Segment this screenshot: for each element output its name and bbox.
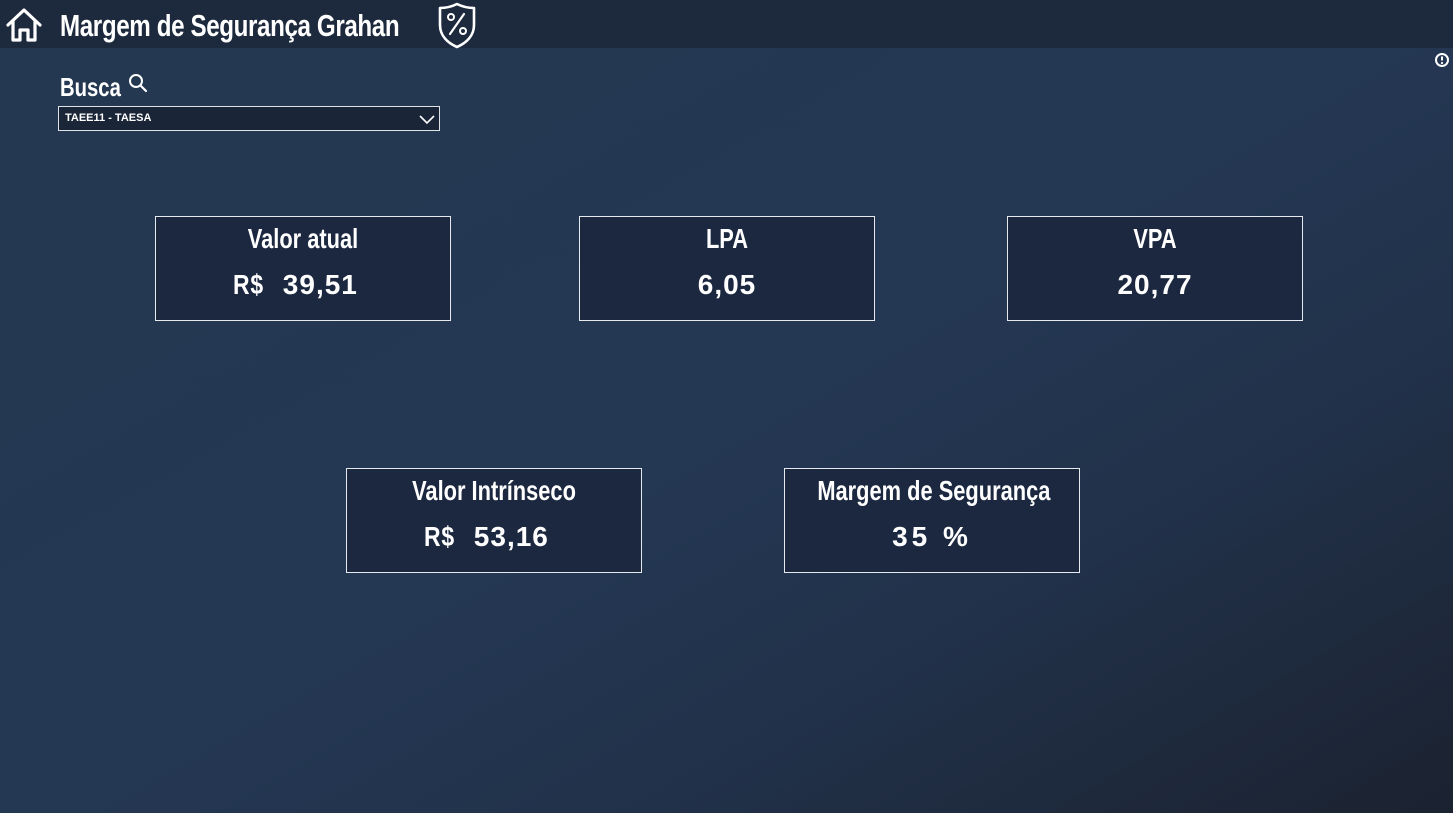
card-label: Valor Intrínseco bbox=[412, 475, 576, 506]
card-value: R$ 53,16 bbox=[424, 521, 718, 553]
card-valor-intrinseco: Valor Intrínseco R$ 53,16 bbox=[346, 468, 642, 573]
card-label: LPA bbox=[705, 223, 749, 254]
card-valor-atual: Valor atual R$ 39,51 bbox=[155, 216, 451, 321]
home-icon[interactable] bbox=[4, 6, 44, 44]
card-vpa: VPA 20,77 bbox=[1007, 216, 1303, 321]
card-margem-seguranca: Margem de Segurança 35 % bbox=[784, 468, 1080, 573]
currency-prefix: R$ bbox=[424, 521, 455, 552]
card-lpa: LPA 6,05 bbox=[579, 216, 875, 321]
card-label: Valor atual bbox=[247, 223, 359, 254]
search-label: Busca bbox=[60, 72, 121, 102]
search-icon bbox=[127, 72, 149, 94]
page-title: Margem de Segurança Grahan bbox=[60, 8, 400, 43]
ticker-dropdown-value: TAEE11 - TAESA bbox=[65, 112, 152, 124]
card-label: Margem de Segurança bbox=[817, 475, 1051, 506]
shield-percent-icon bbox=[437, 1, 477, 49]
card-value: 6,05 bbox=[697, 269, 757, 300]
card-label: VPA bbox=[1133, 223, 1177, 254]
value-number: 39,51 bbox=[282, 269, 358, 300]
card-value: R$ 39,51 bbox=[233, 269, 527, 301]
chevron-down-icon bbox=[419, 112, 435, 125]
card-value: 35 % bbox=[892, 521, 972, 552]
currency-prefix: R$ bbox=[233, 269, 264, 300]
info-icon[interactable] bbox=[1434, 52, 1450, 68]
top-bar bbox=[0, 0, 1453, 48]
card-value: 20,77 bbox=[1117, 269, 1193, 300]
value-number: 53,16 bbox=[473, 521, 549, 552]
ticker-dropdown[interactable]: TAEE11 - TAESA bbox=[58, 106, 440, 131]
